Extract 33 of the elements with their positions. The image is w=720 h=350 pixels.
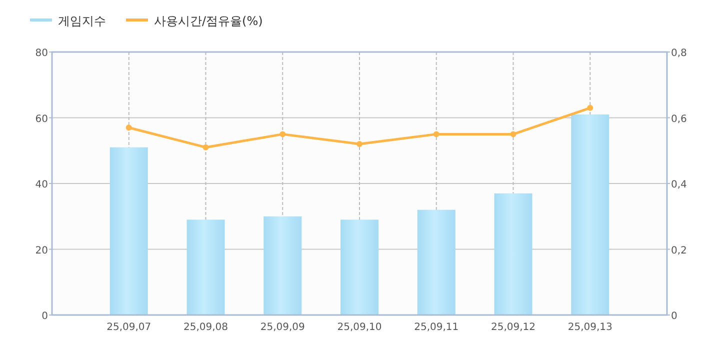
y-tick-label: 60 <box>35 114 48 125</box>
y-tick-label: 80 <box>35 48 48 59</box>
bar <box>494 193 532 315</box>
bar <box>264 216 302 315</box>
y-tick-label: 0 <box>42 311 48 322</box>
x-tick-label: 25,09,11 <box>414 322 459 333</box>
y-tick-label: 20 <box>35 245 48 256</box>
bar <box>340 220 378 315</box>
point <box>280 131 286 138</box>
x-tick-label: 25,09,13 <box>568 322 612 333</box>
point <box>126 124 132 131</box>
bar <box>186 220 225 315</box>
legend-label: 게임지수 <box>58 14 106 28</box>
y-tick-label: 40 <box>35 180 48 190</box>
y2-tick-label: 0,8 <box>671 48 687 59</box>
y2-tick-label: 0 <box>671 311 678 322</box>
point <box>356 141 362 148</box>
x-tick-label: 25,09,09 <box>260 322 305 333</box>
y2-tick-label: 0,6 <box>671 114 687 125</box>
point <box>202 144 209 150</box>
bar <box>417 210 456 315</box>
point <box>433 131 440 138</box>
y2-tick-label: 0,4 <box>671 180 687 190</box>
x-tick-label: 25,09,12 <box>490 322 536 333</box>
y2-tick-label: 0,2 <box>671 245 687 256</box>
x-tick-label: 25,09,10 <box>337 322 382 333</box>
point <box>510 131 516 138</box>
bar <box>571 114 610 315</box>
bar <box>110 147 148 315</box>
x-tick-label: 25,09,08 <box>183 322 228 333</box>
x-tick-label: 25,09,07 <box>106 322 152 333</box>
point <box>587 104 594 111</box>
legend-label: 사용시간/점유율(%) <box>154 14 263 28</box>
